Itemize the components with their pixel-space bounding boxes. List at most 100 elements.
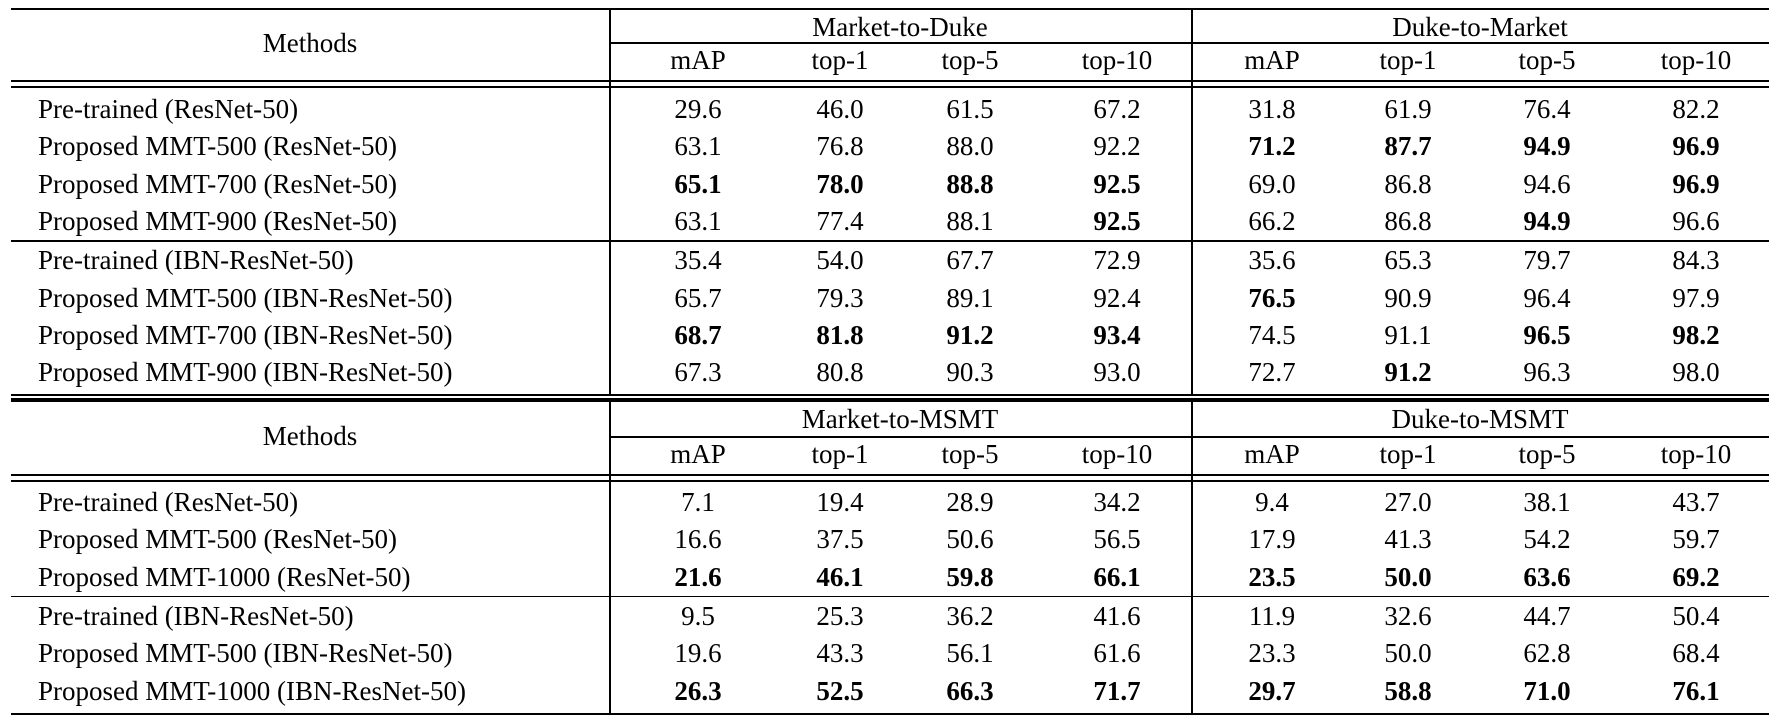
- value-cell: 41.6: [1093, 601, 1141, 632]
- metric-header: top-10: [1081, 438, 1153, 469]
- metric-header: top-10: [1081, 44, 1153, 75]
- method-name: Proposed MMT-500 (ResNet-50): [38, 131, 397, 162]
- value-cell: 79.7: [1523, 245, 1571, 276]
- column-separator: [609, 400, 611, 713]
- group-underline: [609, 436, 1769, 438]
- metric-header: mAP: [1244, 44, 1300, 75]
- value-cell: 58.8: [1384, 675, 1432, 706]
- column-separator: [1191, 8, 1193, 395]
- value-cell: 16.6: [674, 524, 722, 555]
- value-cell: 92.5: [1093, 206, 1141, 237]
- method-name: Pre-trained (ResNet-50): [38, 487, 299, 518]
- value-cell: 43.3: [816, 638, 864, 669]
- value-cell: 65.7: [674, 282, 722, 313]
- value-cell: 92.4: [1093, 282, 1141, 313]
- value-cell: 71.0: [1523, 675, 1571, 706]
- value-cell: 46.1: [816, 561, 864, 592]
- value-cell: 82.2: [1672, 94, 1720, 125]
- value-cell: 17.9: [1248, 524, 1296, 555]
- value-cell: 78.0: [816, 168, 864, 199]
- value-cell: 96.4: [1523, 282, 1571, 313]
- value-cell: 97.9: [1672, 282, 1720, 313]
- group-header: Duke-to-MSMT: [1391, 403, 1569, 434]
- metric-header: top-1: [1379, 438, 1437, 469]
- value-cell: 91.2: [1384, 357, 1432, 388]
- value-cell: 9.5: [681, 601, 715, 632]
- value-cell: 67.3: [674, 357, 722, 388]
- method-name: Proposed MMT-500 (IBN-ResNet-50): [38, 638, 453, 669]
- value-cell: 65.1: [674, 168, 722, 199]
- metric-header: top-10: [1660, 44, 1732, 75]
- header-rule-1: [11, 80, 1769, 82]
- methods-header: Methods: [262, 28, 358, 58]
- table-sep-rule-1: [11, 394, 1769, 396]
- value-cell: 94.9: [1523, 206, 1571, 237]
- value-cell: 90.9: [1384, 282, 1432, 313]
- method-name: Pre-trained (IBN-ResNet-50): [38, 245, 354, 276]
- methods-header: Methods: [262, 421, 358, 451]
- group-underline: [609, 42, 1769, 44]
- value-cell: 62.8: [1523, 638, 1571, 669]
- value-cell: 61.5: [946, 94, 994, 125]
- metric-header: mAP: [670, 438, 726, 469]
- bottom-rule: [11, 712, 1769, 715]
- value-cell: 41.3: [1384, 524, 1432, 555]
- value-cell: 25.3: [816, 601, 864, 632]
- value-cell: 68.4: [1672, 638, 1720, 669]
- value-cell: 35.4: [674, 245, 722, 276]
- value-cell: 76.8: [816, 131, 864, 162]
- value-cell: 37.5: [816, 524, 864, 555]
- value-cell: 96.3: [1523, 357, 1571, 388]
- value-cell: 50.6: [946, 524, 994, 555]
- value-cell: 66.1: [1093, 561, 1141, 592]
- method-name: Proposed MMT-700 (IBN-ResNet-50): [38, 319, 453, 350]
- value-cell: 93.4: [1093, 319, 1141, 350]
- value-cell: 76.4: [1523, 94, 1571, 125]
- value-cell: 69.0: [1248, 168, 1296, 199]
- block-rule: [11, 240, 1769, 242]
- value-cell: 86.8: [1384, 168, 1432, 199]
- method-name: Proposed MMT-1000 (ResNet-50): [38, 561, 411, 592]
- value-cell: 19.4: [816, 487, 864, 518]
- value-cell: 88.1: [946, 206, 994, 237]
- value-cell: 44.7: [1523, 601, 1571, 632]
- header-rule-2: [11, 480, 1769, 482]
- value-cell: 59.8: [946, 561, 994, 592]
- value-cell: 36.2: [946, 601, 994, 632]
- value-cell: 93.0: [1093, 357, 1141, 388]
- method-name: Proposed MMT-1000 (IBN-ResNet-50): [38, 675, 466, 706]
- method-name: Proposed MMT-500 (IBN-ResNet-50): [38, 282, 453, 313]
- value-cell: 34.2: [1093, 487, 1141, 518]
- value-cell: 96.9: [1672, 131, 1720, 162]
- value-cell: 46.0: [816, 94, 864, 125]
- value-cell: 90.3: [946, 357, 994, 388]
- column-separator: [609, 8, 611, 395]
- metric-header: top-1: [811, 44, 869, 75]
- block-rule: [11, 595, 1769, 598]
- value-cell: 76.5: [1248, 282, 1296, 313]
- value-cell: 67.7: [946, 245, 994, 276]
- value-cell: 50.0: [1384, 638, 1432, 669]
- method-name: Proposed MMT-900 (ResNet-50): [38, 206, 397, 237]
- value-cell: 96.5: [1523, 319, 1571, 350]
- value-cell: 56.5: [1093, 524, 1141, 555]
- value-cell: 88.0: [946, 131, 994, 162]
- group-header: Duke-to-Market: [1392, 11, 1568, 42]
- value-cell: 50.0: [1384, 561, 1432, 592]
- value-cell: 31.8: [1248, 94, 1296, 125]
- value-cell: 91.2: [946, 319, 994, 350]
- method-name: Proposed MMT-500 (ResNet-50): [38, 524, 397, 555]
- value-cell: 21.6: [674, 561, 722, 592]
- value-cell: 19.6: [674, 638, 722, 669]
- value-cell: 59.7: [1672, 524, 1720, 555]
- value-cell: 32.6: [1384, 601, 1432, 632]
- value-cell: 63.6: [1523, 561, 1571, 592]
- table-sep-rule-2: [11, 398, 1769, 400]
- value-cell: 66.2: [1248, 206, 1296, 237]
- method-name: Proposed MMT-700 (ResNet-50): [38, 168, 397, 199]
- method-name: Pre-trained (ResNet-50): [38, 94, 299, 125]
- group-header: Market-to-MSMT: [801, 403, 999, 434]
- value-cell: 84.3: [1672, 245, 1720, 276]
- value-cell: 67.2: [1093, 94, 1141, 125]
